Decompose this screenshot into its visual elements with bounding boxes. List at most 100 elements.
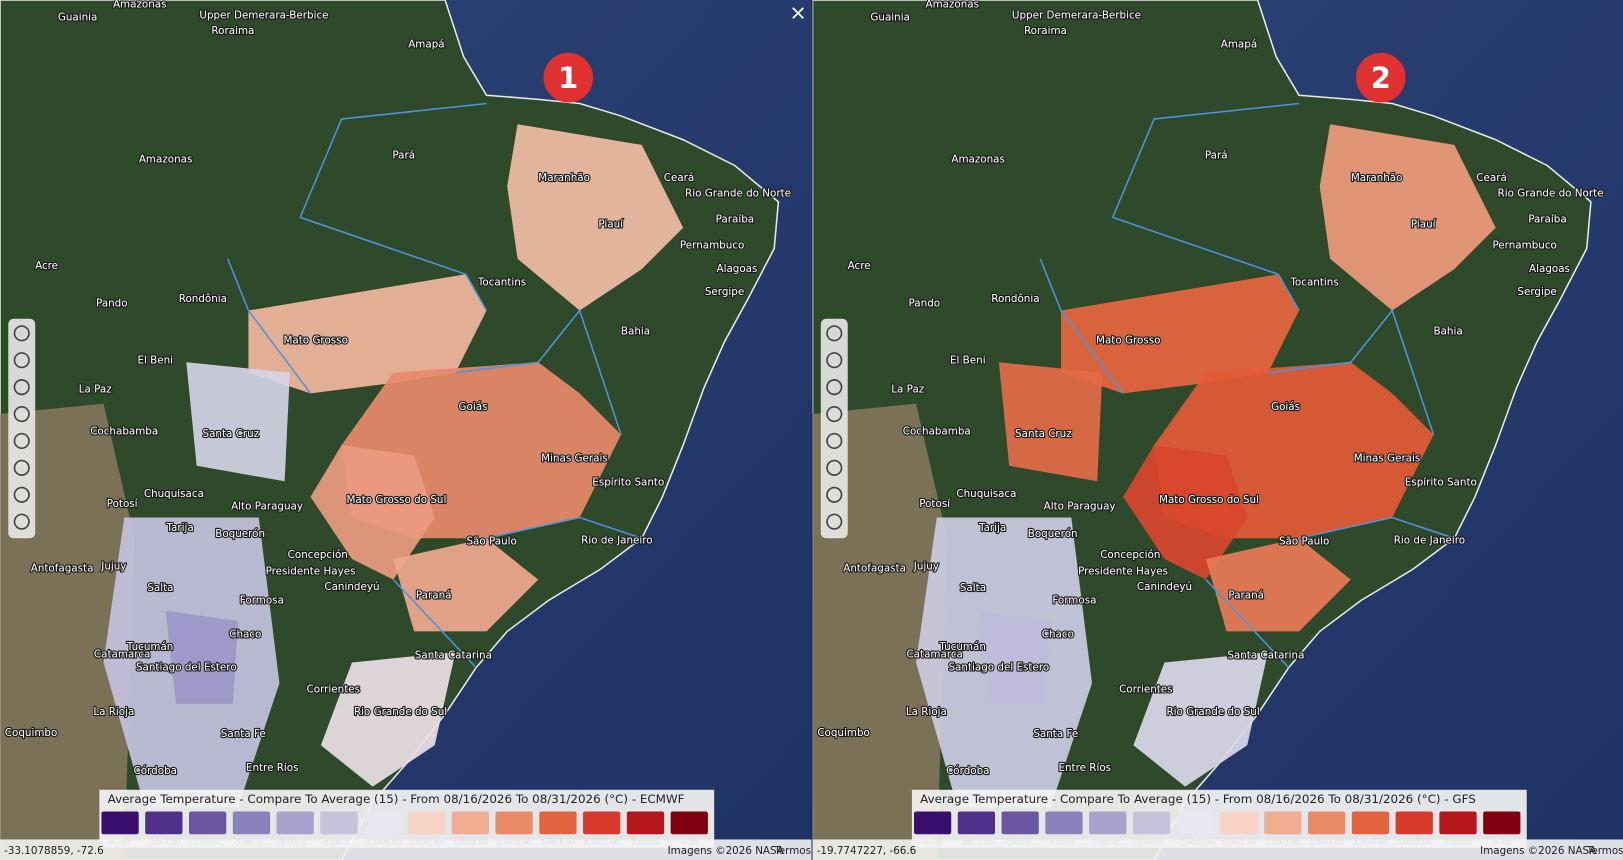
legend-swatch xyxy=(1089,811,1127,835)
tool-button[interactable] xyxy=(826,405,843,423)
place-label: Roraima xyxy=(211,25,254,37)
place-label: Pernambuco xyxy=(680,239,744,251)
tool-button[interactable] xyxy=(826,325,843,342)
tool-button[interactable] xyxy=(826,432,843,450)
place-label: Pernambuco xyxy=(1492,239,1556,251)
place-label: Coquimbo xyxy=(817,727,870,739)
place-label: Mato Grosso do Sul xyxy=(1159,494,1259,506)
legend-swatch xyxy=(957,811,996,835)
close-button[interactable]: × xyxy=(789,1,806,25)
place-label: Cochabamba xyxy=(90,426,158,438)
place-label: Rio Grande do Sul xyxy=(354,706,447,718)
place-label: Minas Gerais xyxy=(541,453,608,465)
place-label: Upper Demerara-Berbice xyxy=(1012,10,1141,22)
legend-swatch xyxy=(1351,811,1390,835)
terms-link[interactable]: Termos xyxy=(1586,845,1623,857)
legend-swatch xyxy=(1395,811,1433,835)
legend-swatch xyxy=(495,811,533,835)
tool-button[interactable] xyxy=(13,513,30,530)
place-label: Alagoas xyxy=(717,263,758,275)
place-label: Tarija xyxy=(978,522,1006,534)
tool-button[interactable] xyxy=(826,352,843,369)
legend-swatch xyxy=(1132,811,1171,835)
place-label: São Paulo xyxy=(1279,535,1329,547)
place-label: Rio Grande do Norte xyxy=(1498,188,1604,200)
place-label: Maranhão xyxy=(1351,172,1403,184)
map: Guainia Amazonas Roraima Upper Demerara-Ber… xyxy=(0,0,812,860)
legend-swatch xyxy=(1001,811,1039,835)
toolbar xyxy=(8,318,36,539)
place-label: Chuquisaca xyxy=(144,488,204,500)
place-label: Canindeyú xyxy=(1137,581,1192,593)
terms-link[interactable]: Termos xyxy=(773,845,811,857)
place-label: Pará xyxy=(392,149,415,161)
anomaly-region xyxy=(310,445,435,580)
place-label: Amazonas xyxy=(951,154,1005,166)
attribution: Imagens ©2026 NASA xyxy=(668,845,784,857)
place-label: Espírito Santo xyxy=(592,476,664,488)
tool-button[interactable] xyxy=(13,379,30,396)
place-label: Concepción xyxy=(288,549,348,561)
tool-button[interactable] xyxy=(13,486,30,503)
place-label: Pando xyxy=(96,297,128,309)
place-label: Formosa xyxy=(1052,594,1096,606)
place-label: Tarija xyxy=(165,522,193,534)
place-label: Upper Demerara-Berbice xyxy=(199,10,328,22)
place-label: Espírito Santo xyxy=(1405,476,1477,488)
place-label: El Beni xyxy=(950,354,986,366)
place-label: Potosí xyxy=(919,498,951,510)
tool-button[interactable] xyxy=(826,459,843,476)
attribution: Imagens ©2026 NASA xyxy=(1480,845,1596,857)
place-label: Entre Ríos xyxy=(1058,762,1111,774)
place-label: Paraíba xyxy=(1528,214,1566,226)
tool-button[interactable] xyxy=(826,513,843,530)
place-label: Bahia xyxy=(621,325,650,337)
tool-button[interactable] xyxy=(13,352,30,369)
legend-swatch xyxy=(1439,811,1477,835)
place-label: Guainia xyxy=(58,12,98,24)
place-label: Corrientes xyxy=(307,683,360,695)
tool-button[interactable] xyxy=(13,405,30,423)
state-borders xyxy=(1039,102,1455,669)
place-label: Sergipe xyxy=(705,286,744,298)
legend-swatch xyxy=(101,811,139,835)
place-label: Goiás xyxy=(459,401,488,413)
anomaly-region xyxy=(507,124,684,311)
anomaly-region xyxy=(165,610,239,704)
place-label: Jujuy xyxy=(913,560,939,572)
badge-number: 2 xyxy=(1371,61,1391,95)
anomaly-region xyxy=(1060,274,1300,394)
anomaly-region xyxy=(1319,124,1496,311)
legend-swatch xyxy=(1264,811,1302,835)
tool-button[interactable] xyxy=(13,459,30,476)
anomaly-region xyxy=(1205,538,1351,632)
place-label: El Beni xyxy=(137,354,173,366)
place-label: Amapá xyxy=(408,39,444,51)
place-label: Mato Grosso xyxy=(1096,335,1160,347)
place-label: Pando xyxy=(909,297,941,309)
place-label: Amazonas xyxy=(139,154,193,166)
legend-swatch xyxy=(1483,811,1521,835)
tool-button[interactable] xyxy=(826,486,843,503)
place-label: Guainia xyxy=(870,12,910,24)
place-label: Goiás xyxy=(1271,401,1300,413)
place-label: Salta xyxy=(147,582,173,594)
legend-swatch xyxy=(1220,811,1258,835)
badge xyxy=(1355,52,1406,103)
place-label: Córdoba xyxy=(946,765,989,777)
anomaly-region xyxy=(1123,445,1248,580)
place-label: Rio Grande do Norte xyxy=(685,188,791,200)
tool-button[interactable] xyxy=(826,379,843,396)
place-label: Tucumán xyxy=(938,641,986,653)
anomaly-region xyxy=(320,652,456,787)
place-label: Corrientes xyxy=(1119,683,1172,695)
tool-button[interactable] xyxy=(13,432,30,450)
place-label: Presidente Hayes xyxy=(1078,565,1168,577)
status-bar xyxy=(0,839,812,860)
legend-swatch xyxy=(1045,811,1083,835)
place-label: Jujuy xyxy=(100,560,126,572)
place-label: Antofagasta xyxy=(843,562,906,574)
legend-swatch xyxy=(276,811,314,835)
place-label: Santa Fe xyxy=(1033,728,1078,740)
tool-button[interactable] xyxy=(13,325,30,342)
